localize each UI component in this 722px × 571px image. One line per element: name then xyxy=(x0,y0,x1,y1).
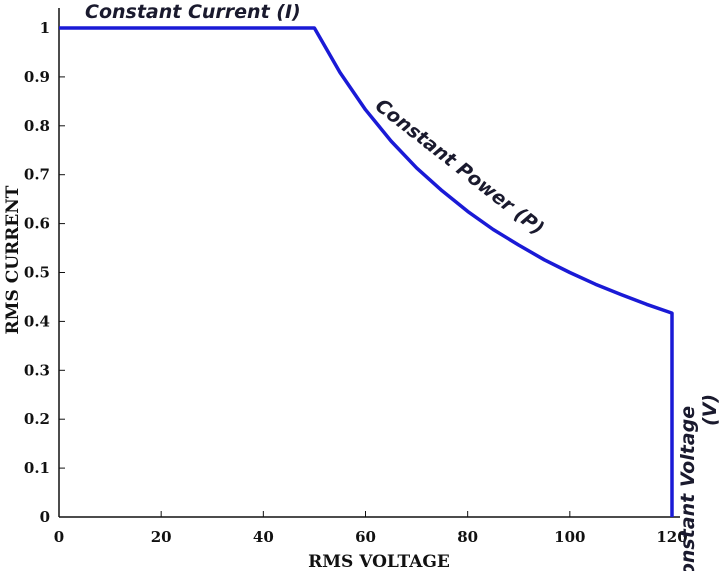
x-axis-label: RMS VOLTAGE xyxy=(308,552,450,571)
annotation-constant-power: Constant Power (P) xyxy=(371,95,548,240)
series-layer xyxy=(59,26,674,517)
y-tick-label: 0 xyxy=(40,508,50,526)
y-tick-label: 0.4 xyxy=(24,312,50,330)
x-axis-ticks: 0 20 40 60 80 100 120 xyxy=(54,511,688,546)
series-line-0 xyxy=(59,26,674,517)
y-axis-label: RMS CURRENT xyxy=(3,185,23,334)
y-tick-label: 0.8 xyxy=(24,117,50,135)
y-tick-label: 0.6 xyxy=(24,215,50,233)
annotation-constant-voltage-v: (V) xyxy=(699,394,721,426)
y-tick-label: 1 xyxy=(40,19,50,37)
x-tick-label: 80 xyxy=(457,528,478,546)
annotation-constant-voltage: Constant Voltage xyxy=(677,406,699,571)
x-tick-label: 40 xyxy=(253,528,274,546)
y-tick-label: 0.1 xyxy=(24,459,50,477)
y-axis-ticks: 0 0.1 0.2 0.3 0.4 0.5 0.6 0.7 0.8 0.9 1 xyxy=(24,19,65,526)
x-tick-label: 20 xyxy=(151,528,172,546)
y-tick-label: 0.7 xyxy=(24,166,50,184)
x-tick-label: 60 xyxy=(355,528,376,546)
annotation-constant-current: Constant Current (I) xyxy=(85,1,301,23)
y-tick-label: 0.9 xyxy=(24,68,50,86)
y-tick-label: 0.5 xyxy=(24,264,50,282)
x-tick-label: 0 xyxy=(54,528,64,546)
x-tick-label: 120 xyxy=(656,528,687,546)
y-tick-label: 0.2 xyxy=(24,410,50,428)
y-tick-label: 0.3 xyxy=(24,361,50,379)
x-tick-label: 100 xyxy=(554,528,585,546)
